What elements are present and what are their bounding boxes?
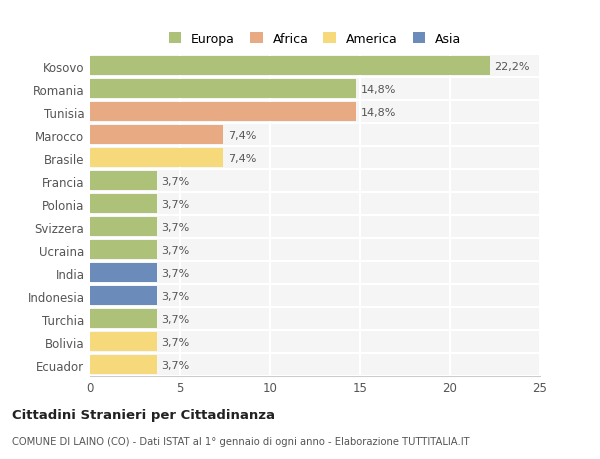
Text: 3,7%: 3,7% — [161, 222, 190, 232]
Bar — [90, 149, 223, 168]
Text: 14,8%: 14,8% — [361, 107, 396, 118]
Bar — [90, 172, 157, 191]
Bar — [90, 241, 157, 260]
Bar — [90, 263, 157, 283]
Bar — [90, 195, 157, 214]
Bar — [90, 80, 356, 99]
Bar — [90, 286, 157, 306]
Text: 3,7%: 3,7% — [161, 314, 190, 324]
Bar — [90, 309, 157, 329]
Text: 14,8%: 14,8% — [361, 84, 396, 95]
Text: Cittadini Stranieri per Cittadinanza: Cittadini Stranieri per Cittadinanza — [12, 409, 275, 421]
Bar — [90, 218, 157, 237]
Bar — [90, 103, 356, 122]
Text: 3,7%: 3,7% — [161, 245, 190, 255]
Bar — [90, 57, 490, 76]
Text: 3,7%: 3,7% — [161, 268, 190, 278]
Bar — [90, 332, 157, 352]
Text: COMUNE DI LAINO (CO) - Dati ISTAT al 1° gennaio di ogni anno - Elaborazione TUTT: COMUNE DI LAINO (CO) - Dati ISTAT al 1° … — [12, 436, 470, 446]
Text: 3,7%: 3,7% — [161, 337, 190, 347]
Text: 22,2%: 22,2% — [494, 62, 530, 72]
Text: 3,7%: 3,7% — [161, 199, 190, 209]
Bar — [90, 355, 157, 375]
Legend: Europa, Africa, America, Asia: Europa, Africa, America, Asia — [169, 33, 461, 45]
Text: 3,7%: 3,7% — [161, 360, 190, 370]
Bar — [90, 126, 223, 145]
Text: 3,7%: 3,7% — [161, 291, 190, 301]
Text: 3,7%: 3,7% — [161, 176, 190, 186]
Text: 7,4%: 7,4% — [228, 130, 256, 140]
Text: 7,4%: 7,4% — [228, 153, 256, 163]
